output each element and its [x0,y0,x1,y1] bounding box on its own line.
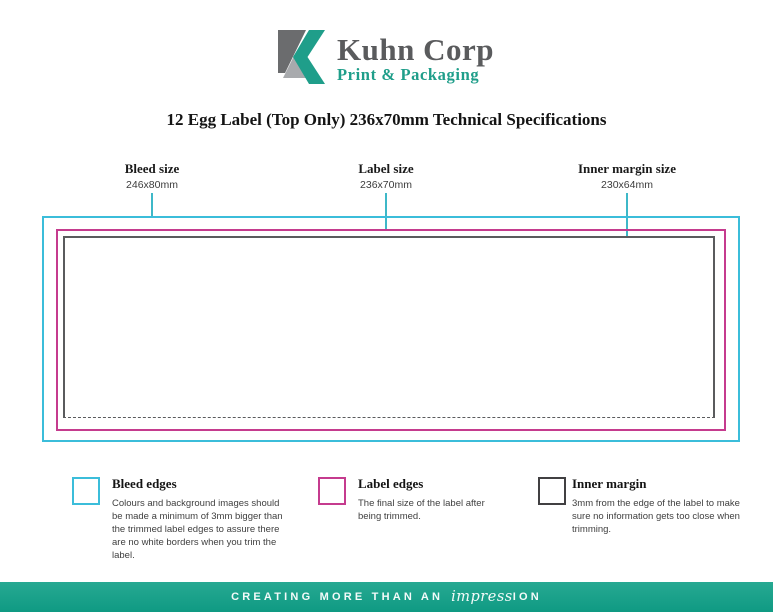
callout-inner-value: 230x64mm [601,179,653,191]
label-swatch [318,477,346,505]
callout-bleed-label: Bleed size [124,161,180,176]
callout-label-value: 236x70mm [360,179,412,191]
legend-desc-label: The final size of the label after being … [358,498,485,523]
label-edges-rect [56,229,726,431]
inner-margin-rect [63,236,715,418]
footer-slogan-prefix: Creating more than an [231,591,444,603]
legend-desc-inner-margin: 3mm from the edge of the label to make s… [572,498,740,536]
company-name: Kuhn Corp [337,32,494,67]
logo-text: Kuhn Corp Print & Packaging [337,34,494,84]
callout-inner-label: Inner margin size [578,161,676,176]
legend-text-label: Label edges The final size of the label … [358,476,498,523]
company-tagline: Print & Packaging [337,65,480,84]
legend-title-inner-margin: Inner margin [572,476,647,491]
legend-desc-bleed: Colours and background images should be … [112,498,283,562]
footer-bar: Creating more than an impress ion [0,582,773,612]
footer-slogan-suffix: ion [512,591,542,603]
legend-title-label: Label edges [358,476,424,491]
kuhn-corp-logo-icon [278,30,325,84]
logo: Kuhn Corp Print & Packaging [278,30,494,84]
legend-title-bleed: Bleed edges [112,476,177,491]
legend-text-bleed: Bleed edges Colours and background image… [112,476,284,563]
legend-text-inner-margin: Inner margin 3mm from the edge of the la… [572,476,744,536]
callout-bleed-size: Bleed size 246x80mm [62,161,242,191]
callout-inner-margin-size: Inner margin size 230x64mm [537,161,717,191]
bleed-swatch [72,477,100,505]
label-leader-line [385,193,387,230]
inner-margin-leader-line [626,193,628,237]
bleed-edges-rect [42,216,740,442]
bleed-leader-line [151,193,153,217]
callout-label-size: Label size 236x70mm [296,161,476,191]
footer-slogan-emphasis: impress [451,589,513,605]
callout-bleed-value: 246x80mm [126,179,178,191]
page-title: 12 Egg Label (Top Only) 236x70mm Technic… [166,110,607,129]
callout-label-label: Label size [358,161,414,176]
inner-margin-swatch [538,477,566,505]
